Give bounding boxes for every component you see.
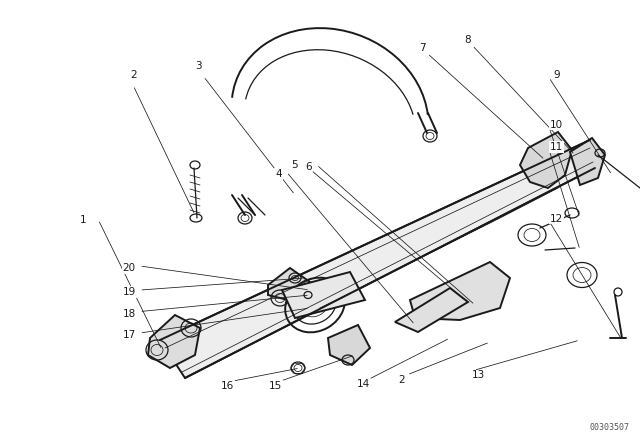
Text: 18: 18 bbox=[123, 309, 136, 319]
Text: 5: 5 bbox=[291, 160, 298, 170]
Text: 14: 14 bbox=[357, 379, 370, 389]
Text: 2: 2 bbox=[130, 70, 136, 80]
Text: 7: 7 bbox=[419, 43, 426, 53]
Text: 3: 3 bbox=[195, 61, 202, 71]
Text: 20: 20 bbox=[123, 263, 136, 273]
Text: 15: 15 bbox=[269, 381, 282, 391]
Text: 13: 13 bbox=[472, 370, 485, 380]
Polygon shape bbox=[520, 132, 572, 188]
Polygon shape bbox=[395, 288, 468, 332]
Polygon shape bbox=[410, 262, 510, 320]
Text: 19: 19 bbox=[123, 287, 136, 297]
Text: 8: 8 bbox=[464, 35, 470, 45]
Polygon shape bbox=[148, 315, 200, 368]
Text: 2: 2 bbox=[399, 375, 405, 385]
Text: 17: 17 bbox=[123, 330, 136, 340]
Text: 10: 10 bbox=[550, 120, 563, 129]
Text: 16: 16 bbox=[221, 381, 234, 391]
Text: 12: 12 bbox=[550, 214, 563, 224]
Polygon shape bbox=[268, 268, 310, 300]
Text: 1: 1 bbox=[80, 215, 86, 224]
Text: 4: 4 bbox=[275, 169, 282, 179]
Text: 9: 9 bbox=[554, 70, 560, 80]
Text: 6: 6 bbox=[305, 162, 312, 172]
Polygon shape bbox=[328, 325, 370, 365]
Polygon shape bbox=[570, 138, 605, 185]
Text: 00303507: 00303507 bbox=[590, 423, 630, 432]
Polygon shape bbox=[282, 272, 365, 318]
Text: 11: 11 bbox=[550, 142, 563, 152]
Polygon shape bbox=[160, 140, 595, 378]
